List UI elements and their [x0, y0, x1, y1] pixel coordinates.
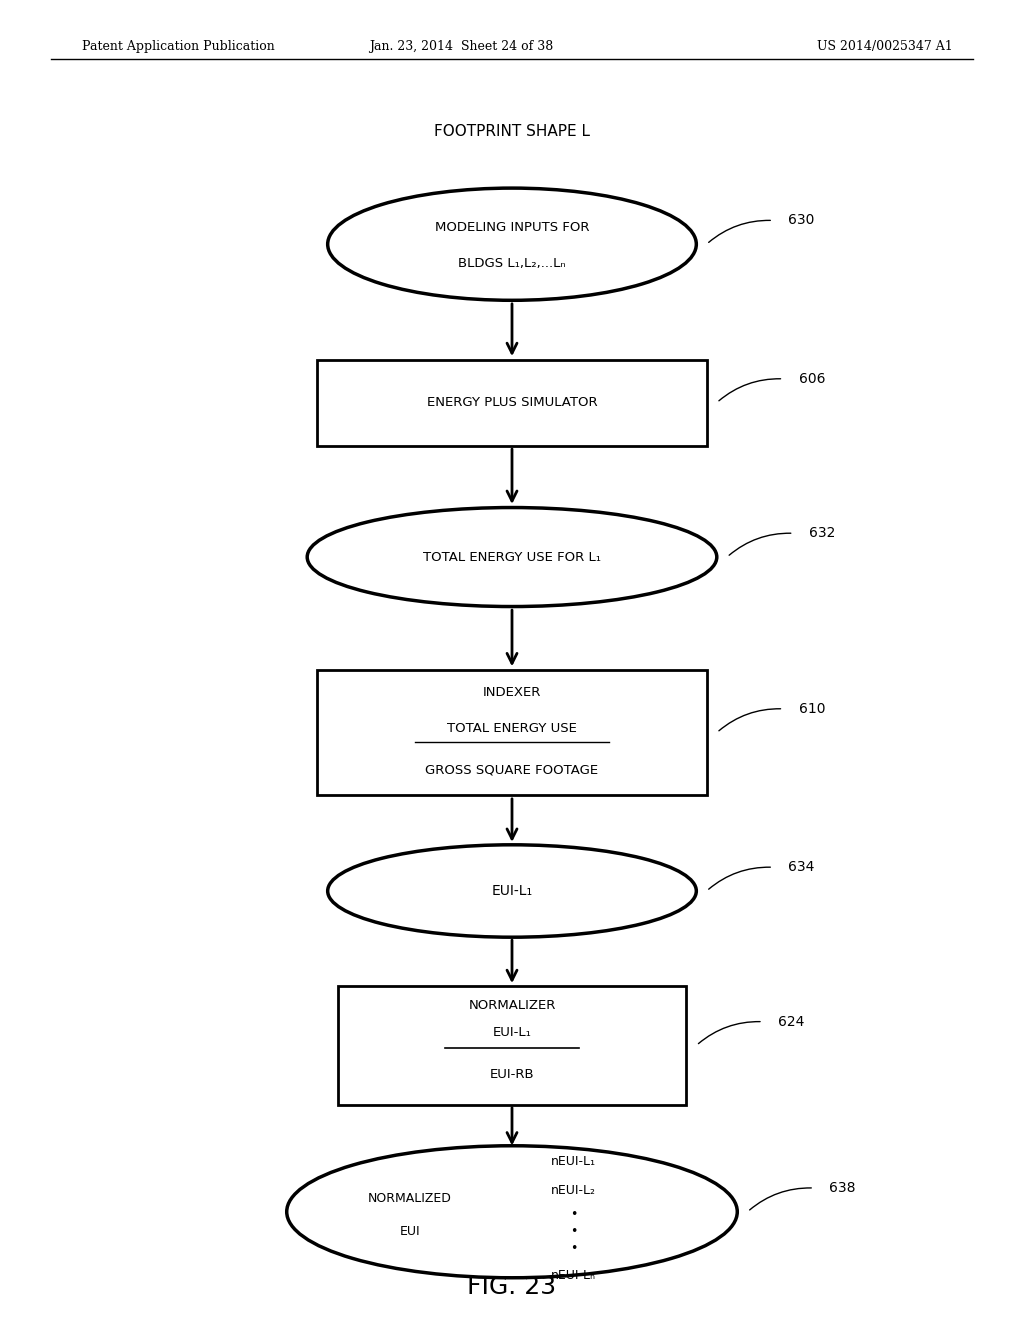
FancyBboxPatch shape — [317, 671, 707, 795]
Text: BLDGS L₁,L₂,...Lₙ: BLDGS L₁,L₂,...Lₙ — [458, 257, 566, 271]
Text: MODELING INPUTS FOR: MODELING INPUTS FOR — [435, 220, 589, 234]
Text: EUI-L₁: EUI-L₁ — [493, 1026, 531, 1039]
Text: 638: 638 — [829, 1181, 856, 1195]
Text: 632: 632 — [809, 527, 836, 540]
Ellipse shape — [287, 1146, 737, 1278]
Text: US 2014/0025347 A1: US 2014/0025347 A1 — [816, 40, 952, 53]
Text: nEUI-Lₙ: nEUI-Lₙ — [551, 1269, 596, 1282]
Text: INDEXER: INDEXER — [482, 686, 542, 700]
Text: •: • — [569, 1225, 578, 1238]
Ellipse shape — [307, 508, 717, 607]
Text: 634: 634 — [788, 861, 815, 874]
Text: EUI-RB: EUI-RB — [489, 1068, 535, 1081]
FancyBboxPatch shape — [317, 359, 707, 446]
Text: 630: 630 — [788, 214, 815, 227]
Text: nEUI-L₂: nEUI-L₂ — [551, 1184, 596, 1197]
Text: ENERGY PLUS SIMULATOR: ENERGY PLUS SIMULATOR — [427, 396, 597, 409]
Text: NORMALIZER: NORMALIZER — [468, 999, 556, 1012]
Text: Jan. 23, 2014  Sheet 24 of 38: Jan. 23, 2014 Sheet 24 of 38 — [369, 40, 553, 53]
Text: nEUI-L₁: nEUI-L₁ — [551, 1155, 596, 1168]
Text: FOOTPRINT SHAPE L: FOOTPRINT SHAPE L — [434, 124, 590, 140]
Text: TOTAL ENERGY USE FOR L₁: TOTAL ENERGY USE FOR L₁ — [423, 550, 601, 564]
Text: 606: 606 — [799, 372, 825, 385]
Text: TOTAL ENERGY USE: TOTAL ENERGY USE — [447, 722, 577, 735]
Text: 624: 624 — [778, 1015, 805, 1028]
Text: Patent Application Publication: Patent Application Publication — [82, 40, 274, 53]
Text: FIG. 23: FIG. 23 — [467, 1275, 557, 1299]
Text: •: • — [569, 1242, 578, 1255]
Ellipse shape — [328, 845, 696, 937]
Ellipse shape — [328, 189, 696, 301]
Text: 610: 610 — [799, 702, 825, 715]
FancyBboxPatch shape — [338, 986, 686, 1105]
Text: EUI: EUI — [399, 1225, 420, 1238]
Text: NORMALIZED: NORMALIZED — [368, 1192, 452, 1205]
Text: GROSS SQUARE FOOTAGE: GROSS SQUARE FOOTAGE — [425, 763, 599, 776]
Text: EUI-L₁: EUI-L₁ — [492, 884, 532, 898]
Text: •: • — [569, 1208, 578, 1221]
